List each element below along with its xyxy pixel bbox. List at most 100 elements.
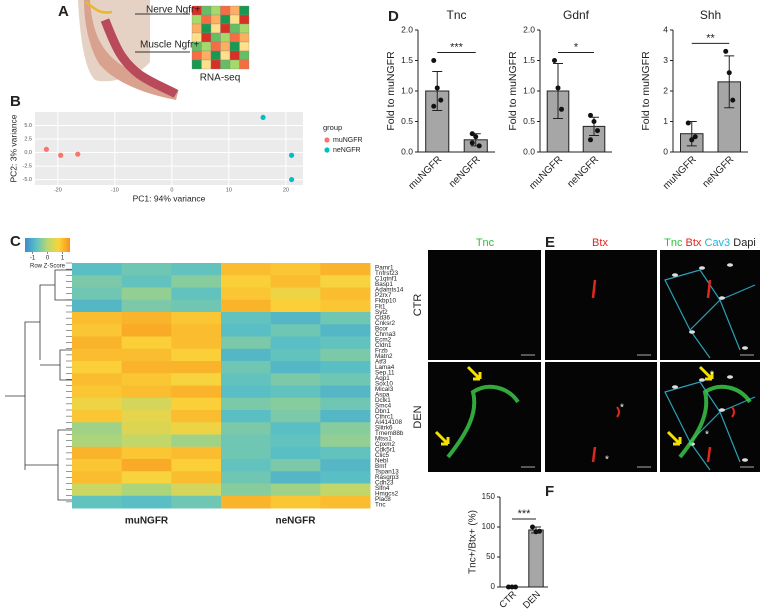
fiber-outline — [664, 381, 756, 471]
x-tick-label: neNGFR — [447, 154, 483, 190]
heatmap-cell — [270, 434, 321, 448]
illustration-cell — [201, 59, 212, 70]
heatmap-cell — [72, 361, 123, 374]
data-point — [506, 584, 511, 590]
heatmap-cell — [320, 495, 371, 509]
significance-label: *** — [450, 41, 464, 53]
heatmap-cell — [320, 446, 371, 460]
heatmap-cell — [121, 263, 172, 276]
heatmap-cell — [121, 410, 172, 423]
btx-signal — [731, 406, 735, 418]
gene-label: Hmgcs2 — [375, 491, 399, 498]
gene-label: Adamts14 — [375, 287, 404, 294]
column-group-label: muNGFR — [125, 516, 169, 527]
heatmap-cell — [171, 459, 222, 472]
data-point — [552, 58, 557, 63]
y-tick-label: 0.5 — [401, 116, 413, 126]
arrow — [698, 365, 714, 381]
data-point — [685, 120, 691, 126]
y-tick-label: 0 — [491, 582, 496, 591]
micrograph — [428, 250, 541, 360]
heatmap-cell — [270, 410, 321, 423]
legend-marker — [324, 137, 330, 143]
illustration-cell — [191, 59, 202, 70]
illustration-cell — [210, 23, 221, 34]
heatmap-cell — [320, 287, 371, 301]
heatmap-cell — [121, 348, 172, 362]
nucleus — [727, 375, 733, 379]
illustration-cell — [239, 14, 250, 25]
gene-label: Basp1 — [375, 281, 393, 288]
arrow — [666, 430, 682, 446]
illustration-cell — [201, 32, 212, 43]
chart-title: Gdnf — [563, 8, 590, 22]
illustration-cell — [239, 50, 250, 61]
gene-label: Lama4 — [375, 364, 395, 371]
nerve-label: Nerve Ngfr+ — [146, 5, 200, 16]
gene-label: C1qtnf1 — [375, 276, 398, 283]
point — [288, 176, 295, 183]
significance-label: * — [574, 41, 579, 53]
heatmap-cell — [270, 483, 321, 497]
nucleus — [699, 266, 705, 270]
y-tick-label: -2.5 — [23, 164, 32, 170]
data-point — [513, 584, 518, 590]
header-part: Btx — [686, 237, 702, 249]
y-tick-label: 2.0 — [523, 24, 535, 34]
illustration-cell — [229, 41, 240, 52]
y-tick-label: 1 — [663, 116, 668, 126]
panel-label: C — [10, 233, 21, 250]
heatmap-cell — [320, 483, 371, 497]
gene-label: Tmem88b — [375, 430, 404, 437]
heatmap-cell — [171, 324, 222, 337]
y-tick-label: 2 — [663, 85, 668, 95]
heatmap-cell — [221, 422, 272, 435]
heatmap-cell — [221, 471, 272, 484]
heatmap-cell — [121, 446, 172, 460]
heatmap-cell — [221, 275, 272, 288]
heatmap-cell — [320, 361, 371, 374]
column-header: Tnc Btx Cav3 Dapi — [664, 237, 756, 249]
nucleus — [742, 458, 748, 462]
heatmap-cell — [121, 373, 172, 386]
heatmap-cell — [320, 434, 371, 448]
heatmap-cell — [221, 348, 272, 362]
plot-background — [35, 112, 303, 185]
annotation: * — [605, 455, 609, 466]
bar — [528, 529, 544, 588]
data-point — [689, 137, 695, 143]
gene-label: Aspa — [375, 391, 390, 398]
gene-label: Cdh23 — [375, 480, 394, 487]
heatmap-cell — [121, 336, 172, 350]
data-point — [530, 524, 535, 530]
illustration-cell — [201, 41, 212, 52]
heatmap-cell — [121, 495, 172, 509]
legend-label: neNGFR — [333, 147, 361, 154]
x-axis-label: PC1: 94% variance — [133, 193, 206, 203]
panel-label: D — [388, 8, 399, 25]
gene-label: Sox10 — [375, 380, 393, 387]
heatmap-cell — [171, 471, 222, 484]
gene-label: Cthrc1 — [375, 413, 394, 420]
illustration-cell — [210, 50, 221, 61]
column-header: Tnc — [476, 237, 495, 249]
data-point — [595, 128, 600, 134]
error-bar — [553, 63, 563, 119]
illustration-cell — [220, 50, 231, 61]
illustration-cell — [229, 59, 240, 70]
y-axis-label: PC2: 3% variance — [8, 114, 18, 182]
illustration-cell — [229, 14, 240, 25]
point — [260, 114, 266, 121]
heatmap-cell — [171, 373, 222, 386]
point — [288, 152, 295, 158]
heatmap-cell — [320, 336, 371, 350]
heatmap-cell — [171, 348, 222, 362]
btx-signal — [616, 406, 620, 418]
heatmap-cell — [121, 361, 172, 374]
tnc-signal — [446, 384, 520, 459]
heatmap-cell — [171, 397, 222, 411]
illustration-cell — [229, 23, 240, 34]
data-point — [588, 137, 593, 143]
color-key-label: Row Z-Score — [30, 264, 66, 270]
btx-signal — [706, 279, 712, 299]
